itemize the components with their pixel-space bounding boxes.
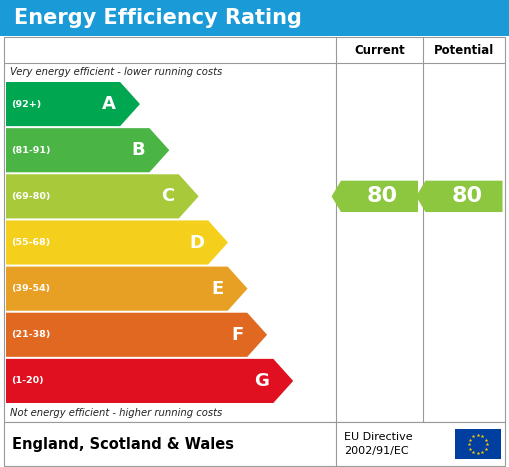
Text: A: A (102, 95, 116, 113)
Text: 2002/91/EC: 2002/91/EC (344, 446, 409, 456)
Text: B: B (132, 141, 146, 159)
Text: F: F (231, 326, 243, 344)
Text: C: C (161, 187, 175, 205)
Text: E: E (211, 280, 223, 297)
Text: (81-91): (81-91) (11, 146, 50, 155)
Bar (4, 422, 505, 466)
Text: Not energy efficient - higher running costs: Not energy efficient - higher running co… (10, 408, 222, 418)
Polygon shape (6, 128, 169, 172)
Polygon shape (6, 359, 293, 403)
Text: Current: Current (354, 43, 405, 57)
Polygon shape (331, 181, 418, 212)
Bar (4, 37, 505, 422)
Polygon shape (6, 174, 199, 219)
Text: (1-20): (1-20) (11, 376, 44, 385)
Polygon shape (6, 82, 140, 126)
Bar (455, 429, 501, 459)
Polygon shape (6, 313, 267, 357)
Text: EU Directive: EU Directive (344, 432, 413, 442)
Text: (55-68): (55-68) (11, 238, 50, 247)
Text: (92+): (92+) (11, 99, 41, 108)
Text: (69-80): (69-80) (11, 192, 50, 201)
Bar (0, 0, 509, 36)
Text: Energy Efficiency Rating: Energy Efficiency Rating (14, 8, 302, 28)
Polygon shape (416, 181, 502, 212)
Text: G: G (254, 372, 269, 390)
Text: England, Scotland & Wales: England, Scotland & Wales (12, 437, 234, 452)
Text: (39-54): (39-54) (11, 284, 50, 293)
Text: 80: 80 (451, 186, 483, 206)
Text: (21-38): (21-38) (11, 330, 50, 340)
Text: Very energy efficient - lower running costs: Very energy efficient - lower running co… (10, 67, 222, 77)
Polygon shape (6, 220, 228, 265)
Text: D: D (189, 234, 204, 252)
Text: 80: 80 (367, 186, 398, 206)
Text: Potential: Potential (434, 43, 494, 57)
Polygon shape (6, 267, 247, 311)
